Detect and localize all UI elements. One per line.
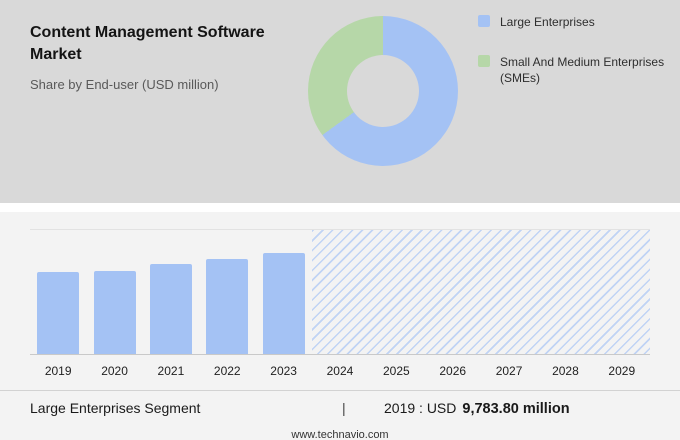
footer-row: Large Enterprises Segment | 2019 : USD 9… [30, 400, 612, 417]
chart-subtitle: Share by End-user (USD million) [30, 76, 219, 92]
x-axis-label-2027: 2027 [495, 364, 523, 378]
footer-separator: | [342, 400, 346, 416]
legend: Large Enterprises Small And Medium Enter… [478, 14, 668, 111]
bar-slot [312, 230, 368, 354]
bar-2019 [37, 272, 80, 354]
bar-slot [594, 230, 650, 354]
bar-2020 [93, 271, 136, 354]
legend-swatch-green [478, 55, 490, 68]
x-axis-label-2026: 2026 [439, 364, 467, 378]
legend-swatch-blue [478, 15, 490, 27]
bottom-section: 2019 2020 2021 2022 2023 2024 2025 2026 2027 2028… [0, 212, 680, 440]
donut-hole [347, 55, 419, 127]
x-axis: 2019 2020 2021 2022 2023 2024 2025 2026 2027 2028… [30, 364, 650, 378]
x-axis-label-2019: 2019 [44, 364, 72, 378]
legend-item-large-enterprises: Large Enterprises [478, 14, 668, 30]
bar-chart [30, 229, 650, 355]
bar-slot [199, 230, 255, 354]
bar-slot [86, 230, 142, 354]
bar-2021 [149, 264, 192, 354]
x-axis-label-2020: 2020 [101, 364, 128, 378]
bar-chart-wrap: 2019 2020 2021 2022 2023 2024 2025 2026 2027 2028… [30, 229, 650, 378]
top-section: Content Management Software Market Share… [0, 0, 680, 203]
forecast-hatch-region [311, 230, 650, 354]
bar-2023 [262, 253, 305, 354]
title-block: Content Management Software Market Share… [30, 22, 302, 92]
footer-divider [0, 390, 680, 391]
x-axis-label-2028: 2028 [552, 364, 579, 378]
x-axis-label-2021: 2021 [157, 364, 185, 378]
bar-slot [143, 230, 199, 354]
legend-item-smes: Small And Medium Enterprises (SMEs) [478, 54, 668, 86]
bar-slot [30, 230, 86, 354]
bar-slot [537, 230, 593, 354]
bar-2022 [206, 259, 249, 354]
bar-slot [425, 230, 481, 354]
footer-value-prefix: 2019 : USD [384, 400, 457, 416]
website-link[interactable]: www.technavio.com [291, 429, 389, 440]
footer-value: 9,783.80 million [462, 401, 570, 417]
bar-slot [255, 230, 311, 354]
legend-label: Small And Medium Enterprises (SMEs) [500, 55, 665, 86]
x-axis-label-2025: 2025 [382, 364, 410, 378]
legend-label: Large Enterprises [500, 15, 595, 29]
bar-slot [368, 230, 424, 354]
x-axis-label-2023: 2023 [270, 364, 297, 378]
x-axis-label-2029: 2029 [608, 364, 636, 378]
page-title: Content Management Software Market [30, 24, 265, 64]
x-axis-label-2024: 2024 [326, 364, 354, 378]
x-axis-label-2022: 2022 [213, 364, 241, 378]
footer-segment-label: Large Enterprises Segment [30, 400, 201, 416]
donut-chart [308, 16, 458, 166]
bar-slot [481, 230, 537, 354]
